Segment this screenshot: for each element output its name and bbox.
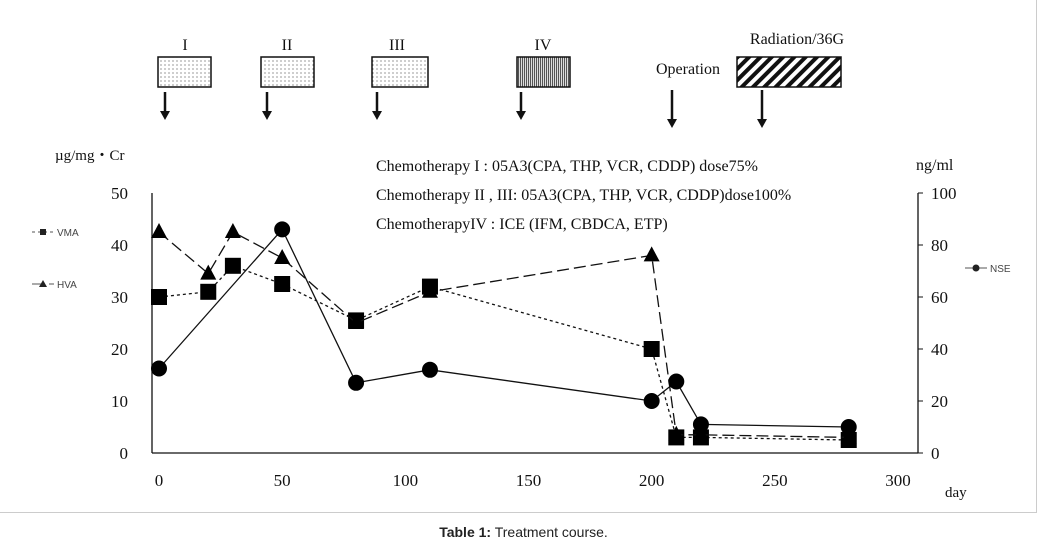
data-point-hva [274,249,291,264]
treatment-box-iii [371,56,429,88]
treatment-box-radiation36g [736,56,842,88]
y-right-tick-label: 80 [931,236,948,255]
treatment-label: III [389,37,405,54]
x-tick-label: 300 [885,471,911,490]
x-tick-label: 100 [393,471,419,490]
data-point-vma [200,283,217,300]
y-right-tick-label: 60 [931,288,948,307]
chemotherapy-annotation: Chemotherapy I : 05A3(CPA, THP, VCR, CDD… [376,158,758,175]
treatment-label: I [182,37,187,54]
y-right-tick-label: 20 [931,392,948,411]
data-point-hva [692,425,709,441]
treatment-box-iv [516,56,571,88]
legend-item-nse: NSE [965,264,1011,275]
treatment-label: Operation [656,61,720,78]
data-point-nse [151,360,167,377]
series-line-hva [158,231,849,439]
data-point-vma [224,257,241,274]
x-tick-label: 0 [155,471,164,490]
data-point-nse [421,361,438,378]
x-tick-label: 50 [274,471,291,490]
legend-item-hva: HVA [32,280,77,291]
y-left-axis-label: µg/mg・Cr [55,148,124,164]
legend-label: NSE [990,264,1011,275]
legend-circle-icon [972,264,980,272]
legend-label: HVA [57,280,77,291]
treatment-box-ii [260,56,315,88]
data-point-hva [348,314,365,329]
y-left-tick-label: 50 [111,184,128,203]
legend-square-icon [40,229,46,235]
y-left-tick-label: 40 [111,236,128,255]
data-point-hva [224,223,241,238]
data-point-vma [643,341,660,357]
caption-label: Table 1: [439,524,492,540]
treatment-box-i [157,56,212,88]
y-left-tick-label: 30 [111,288,128,307]
y-right-axis-label: ng/ml [916,157,954,174]
data-point-hva [840,428,857,444]
data-point-vma [151,289,167,305]
y-right-tick-label: 0 [931,444,940,463]
data-point-hva [421,282,438,298]
data-point-hva [151,223,167,238]
data-point-nse [692,416,709,433]
y-right-tick-label: 40 [931,340,948,359]
legend-item-vma: VMA [32,228,79,239]
y-left-tick-label: 20 [111,340,128,359]
data-point-nse [348,374,365,391]
data-point-nse [274,221,291,238]
figure-frame [0,0,1037,513]
data-point-nse [668,373,685,390]
caption-text: Treatment course. [491,524,608,540]
figure-caption: Table 1: Treatment course. [0,524,1047,540]
legend-label: VMA [57,228,79,239]
y-left-tick-label: 0 [120,444,129,463]
chemotherapy-annotation: Chemotherapy II , III: 05A3(CPA, THP, VC… [376,187,791,204]
data-point-hva [200,264,217,280]
data-point-hva [643,246,660,262]
treatment-label: Radiation/36G [750,31,845,48]
arrow-head-icon [757,119,767,128]
x-tick-label: 200 [639,471,665,490]
legend-triangle-icon [39,280,47,287]
y-left-tick-label: 10 [111,392,128,411]
treatment-label: IV [535,37,552,54]
arrow-head-icon [160,111,170,120]
arrow-head-icon [262,111,272,120]
y-right-tick-label: 100 [931,184,957,203]
arrow-head-icon [372,111,382,120]
treatment-label: II [282,37,293,54]
x-tick-label: 250 [762,471,788,490]
data-point-nse [643,393,660,409]
data-point-vma [274,276,291,292]
x-axis-label: day [945,485,967,501]
data-point-nse [840,419,857,435]
data-point-hva [668,425,685,441]
x-tick-label: 150 [516,471,542,490]
arrow-head-icon [667,119,677,128]
chemotherapy-annotation: ChemotherapyIV : ICE (IFM, CBDCA, ETP) [376,216,668,233]
series-line-vma [158,265,849,441]
series-line-nse [158,228,849,428]
arrow-head-icon [516,111,526,120]
